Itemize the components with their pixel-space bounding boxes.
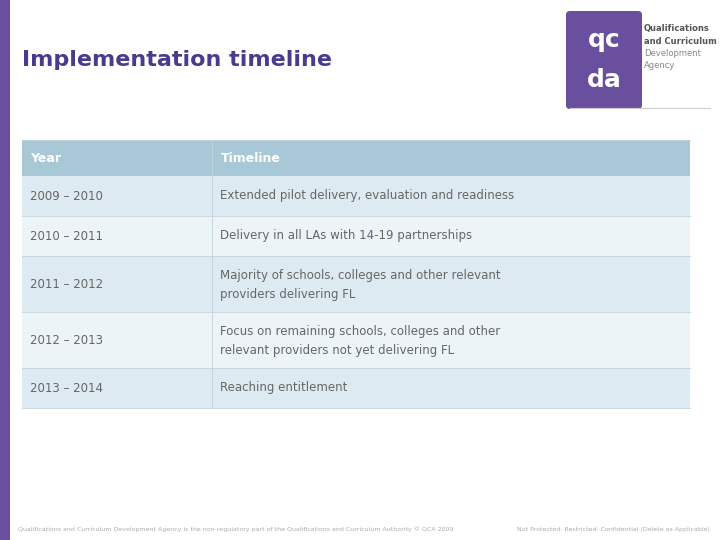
- Text: Reaching entitlement: Reaching entitlement: [220, 381, 348, 395]
- Bar: [212, 312, 690, 368]
- Text: Development: Development: [644, 49, 701, 57]
- Text: Qualifications: Qualifications: [644, 24, 710, 33]
- Text: 2012 – 2013: 2012 – 2013: [30, 334, 103, 347]
- Text: da: da: [587, 68, 621, 92]
- Bar: [212, 140, 690, 176]
- Text: 2010 – 2011: 2010 – 2011: [30, 230, 103, 242]
- Text: Majority of schools, colleges and other relevant: Majority of schools, colleges and other …: [220, 268, 501, 281]
- Bar: [0, 0, 10, 540]
- Text: qc: qc: [588, 28, 621, 52]
- Bar: [212, 368, 690, 408]
- Text: providers delivering FL: providers delivering FL: [220, 288, 356, 301]
- Text: 2011 – 2012: 2011 – 2012: [30, 278, 103, 291]
- Bar: [22, 312, 212, 368]
- Bar: [22, 368, 212, 408]
- Text: Extended pilot delivery, evaluation and readiness: Extended pilot delivery, evaluation and …: [220, 190, 515, 202]
- Bar: [212, 256, 690, 312]
- Bar: [22, 256, 212, 312]
- Text: Implementation timeline: Implementation timeline: [22, 50, 332, 70]
- Bar: [22, 216, 212, 256]
- Text: 2013 – 2014: 2013 – 2014: [30, 381, 103, 395]
- Text: Focus on remaining schools, colleges and other: Focus on remaining schools, colleges and…: [220, 325, 500, 338]
- FancyBboxPatch shape: [566, 11, 642, 109]
- Bar: [22, 140, 212, 176]
- Text: 2009 – 2010: 2009 – 2010: [30, 190, 103, 202]
- Bar: [212, 176, 690, 216]
- Text: Year: Year: [30, 152, 61, 165]
- Bar: [22, 176, 212, 216]
- Bar: [212, 216, 690, 256]
- Text: Not Protected- Restricted- Confidential (Delete as Applicable): Not Protected- Restricted- Confidential …: [517, 527, 710, 532]
- Text: Delivery in all LAs with 14-19 partnerships: Delivery in all LAs with 14-19 partnersh…: [220, 230, 472, 242]
- Text: relevant providers not yet delivering FL: relevant providers not yet delivering FL: [220, 343, 454, 356]
- Text: Agency: Agency: [644, 60, 675, 70]
- Text: Timeline: Timeline: [220, 152, 280, 165]
- Text: Qualifications and Curriculum Development Agency is the non-regulatory part of t: Qualifications and Curriculum Developmen…: [18, 526, 454, 532]
- Text: and Curriculum: and Curriculum: [644, 37, 716, 45]
